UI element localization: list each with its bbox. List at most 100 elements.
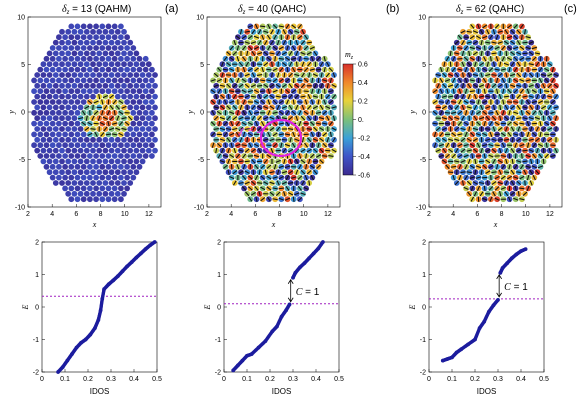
lattice-site	[77, 147, 84, 154]
spin-arrow	[311, 142, 314, 148]
spin-arrow	[445, 99, 450, 105]
spin-arrow	[451, 153, 456, 159]
spin-arrow	[510, 148, 515, 154]
lattice-site	[93, 174, 99, 181]
lattice-site	[52, 39, 59, 46]
spin-arrow	[470, 196, 475, 202]
lattice-site	[40, 115, 47, 122]
spin-arrow	[294, 158, 299, 164]
spin-arrow	[217, 88, 222, 94]
spin-arrow	[278, 175, 284, 180]
lattice-site	[31, 142, 37, 149]
spin-arrow	[235, 121, 240, 126]
lattice-site	[49, 153, 56, 159]
spin-arrow	[457, 154, 463, 158]
idos-point	[298, 265, 302, 270]
lattice-site	[133, 72, 140, 78]
lattice-site	[83, 93, 90, 100]
y-tick-label: 0	[422, 305, 426, 312]
lattice-site	[99, 196, 106, 203]
spin-arrow	[472, 83, 478, 88]
spin-arrow	[531, 100, 537, 104]
spin-arrow	[220, 105, 225, 110]
spin-arrow	[287, 128, 294, 130]
spin-arrow	[435, 149, 441, 153]
spin-arrow	[266, 164, 272, 169]
lattice-site	[108, 190, 115, 197]
spin-arrow	[474, 158, 477, 165]
spin-arrow	[250, 84, 256, 88]
lattice-site	[80, 131, 87, 138]
lattice-site	[80, 196, 87, 203]
spin-arrow	[492, 191, 496, 197]
spin-arrow	[227, 93, 230, 100]
spin-arrow	[519, 88, 524, 94]
spin-arrow	[306, 127, 312, 131]
lattice-site	[96, 180, 103, 186]
lattice-site	[40, 93, 47, 100]
spin-arrow	[522, 191, 528, 196]
lattice-site	[49, 120, 56, 127]
spin-arrow	[291, 24, 297, 29]
lattice-site	[96, 169, 103, 176]
lattice-site	[62, 163, 68, 170]
spin-arrow	[267, 131, 271, 137]
spin-arrow	[322, 122, 328, 125]
spin-arrow	[315, 154, 322, 158]
spin-arrow	[238, 149, 244, 152]
spin-arrow	[435, 126, 441, 132]
spin-arrow	[550, 111, 556, 115]
lattice-site	[80, 174, 87, 181]
spin-arrow	[497, 181, 503, 185]
spin-arrow	[328, 121, 333, 126]
lattice-site	[133, 115, 140, 122]
lattice-site	[56, 88, 62, 95]
idos-point	[235, 363, 240, 368]
spin-arrow	[505, 158, 508, 165]
spin-arrow	[510, 191, 515, 196]
x-tick-label: 4	[50, 211, 54, 218]
spin-arrow	[258, 169, 261, 175]
spin-arrow	[331, 106, 337, 109]
lattice-site	[65, 190, 72, 197]
spin-arrow	[448, 73, 454, 77]
spin-arrow	[242, 99, 246, 105]
lattice-site	[52, 158, 59, 165]
spin-arrow	[270, 147, 274, 154]
spin-arrow	[241, 144, 247, 147]
spin-arrow	[486, 29, 490, 35]
spin-arrow	[269, 116, 275, 120]
lattice-site	[83, 190, 90, 197]
lattice-site	[59, 104, 65, 111]
x-tick-label: 10	[300, 211, 308, 218]
spin-arrow	[272, 67, 278, 72]
lattice-site	[83, 136, 90, 143]
spin-arrow	[101, 99, 104, 105]
spin-arrow	[272, 99, 278, 105]
spin-arrow	[508, 66, 511, 73]
lattice-site	[124, 163, 130, 170]
lattice-site	[83, 158, 90, 165]
spin-arrow	[310, 131, 314, 137]
spin-arrow	[313, 148, 318, 153]
lattice-site	[43, 55, 50, 62]
spin-arrow	[441, 116, 448, 120]
spin-arrow	[494, 121, 500, 126]
spin-arrow	[269, 83, 275, 88]
idos-point	[523, 247, 528, 252]
spin-arrow	[328, 89, 334, 93]
lattice-site	[111, 142, 118, 149]
lattice-site	[127, 61, 134, 68]
lattice-site	[68, 163, 75, 170]
spin-arrow	[466, 137, 472, 142]
spin-arrow	[498, 147, 502, 154]
y-tick-label: 5	[21, 62, 25, 69]
spin-arrow	[257, 40, 262, 46]
spin-arrow	[463, 154, 469, 158]
spin-arrow	[267, 88, 271, 94]
lattice-site	[136, 120, 143, 127]
lattice-site	[142, 77, 149, 84]
spin-arrow	[216, 78, 222, 83]
spin-arrow	[311, 77, 314, 84]
